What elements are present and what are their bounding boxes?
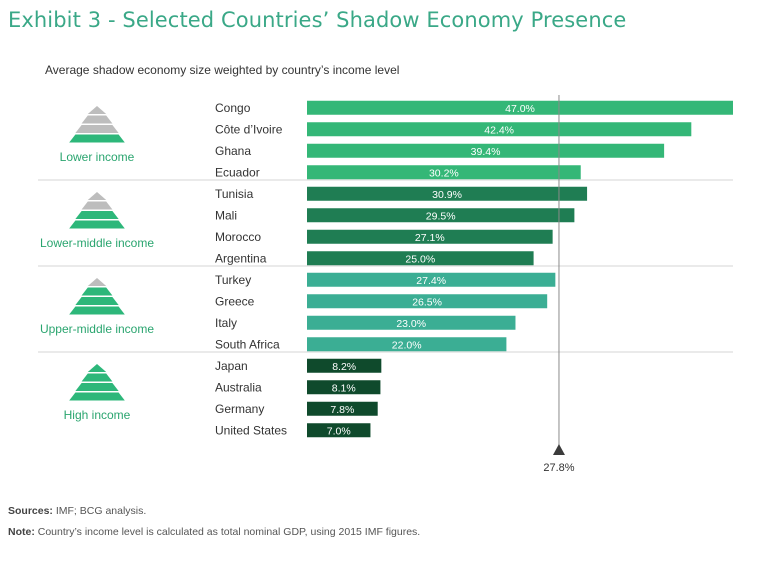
country-label: Mali <box>215 208 237 222</box>
income-group-label: High income <box>64 408 131 422</box>
country-label: Turkey <box>215 273 251 287</box>
pyramid-tier-icon <box>75 211 119 219</box>
country-label: Italy <box>215 316 237 330</box>
bar-value-label: 30.2% <box>429 167 459 179</box>
country-label: Germany <box>215 402 264 416</box>
pyramid-tier-icon <box>69 392 125 401</box>
bar <box>307 380 381 395</box>
country-label: United States <box>215 423 287 437</box>
bar <box>307 423 371 438</box>
pyramid-tier-icon <box>69 134 125 143</box>
pyramid-tier-icon <box>87 278 107 286</box>
bar-value-label: 25.0% <box>405 253 435 265</box>
bar <box>307 186 588 201</box>
sources-label: Sources: <box>8 505 53 517</box>
bar <box>307 358 382 373</box>
country-label: Congo <box>215 101 251 115</box>
bar <box>307 337 507 352</box>
pyramid-tier-icon <box>75 297 119 305</box>
bar-value-label: 27.4% <box>416 275 446 287</box>
pyramid-tier-icon <box>69 306 125 315</box>
sources-text: IMF; BCG analysis. <box>52 505 147 517</box>
bar-value-label: 8.1% <box>332 382 356 394</box>
pyramid-tier-icon <box>87 106 107 114</box>
country-label: Ecuador <box>215 165 260 179</box>
note-text: Country’s income level is calculated as … <box>34 526 421 538</box>
pyramid-tier-icon <box>87 364 107 372</box>
chart-title: Exhibit 3 - Selected Countries’ Shadow E… <box>8 8 627 32</box>
pyramid-tier-icon <box>75 383 119 391</box>
country-label: Australia <box>215 380 262 394</box>
bar-value-label: 39.4% <box>471 146 501 158</box>
sources-line: Sources: IMF; BCG analysis. <box>8 505 146 517</box>
country-label: Tunisia <box>215 187 254 201</box>
bar-value-label: 26.5% <box>412 296 442 308</box>
country-label: Argentina <box>215 251 267 265</box>
note-label: Note: <box>8 526 35 538</box>
country-label: Côte d’Ivoire <box>215 122 283 136</box>
bar <box>307 208 575 223</box>
bar <box>307 294 548 309</box>
bar-value-label: 30.9% <box>432 189 462 201</box>
bar <box>307 100 733 115</box>
bar-value-label: 42.4% <box>484 124 514 136</box>
bar <box>307 251 534 266</box>
bar-value-label: 8.2% <box>332 361 356 373</box>
bar <box>307 143 665 158</box>
bar <box>307 229 553 244</box>
bar-value-label: 22.0% <box>392 339 422 351</box>
pyramid-tier-icon <box>75 125 119 133</box>
bar-value-label: 7.8% <box>330 404 354 416</box>
note-line: Note: Country’s income level is calculat… <box>8 526 420 538</box>
chart-subtitle: Average shadow economy size weighted by … <box>45 63 400 77</box>
bar-value-label: 29.5% <box>426 210 456 222</box>
bar-value-label: 27.1% <box>415 232 445 244</box>
pyramid-tier-icon <box>81 373 113 382</box>
income-group-label: Lower income <box>60 150 135 164</box>
bar <box>307 122 692 137</box>
pyramid-tier-icon <box>81 201 113 210</box>
income-group-label: Lower-middle income <box>40 236 154 250</box>
pyramid-tier-icon <box>69 220 125 229</box>
average-reference-label: 27.8% <box>543 462 574 474</box>
bar-value-label: 47.0% <box>505 103 535 115</box>
income-group-label: Upper-middle income <box>40 322 154 336</box>
pyramid-tier-icon <box>81 287 113 296</box>
bar-value-label: 23.0% <box>396 318 426 330</box>
bar <box>307 272 556 287</box>
country-label: Morocco <box>215 230 261 244</box>
bar-value-label: 7.0% <box>327 425 351 437</box>
average-marker-icon <box>552 444 565 455</box>
country-label: Japan <box>215 359 248 373</box>
country-label: South Africa <box>215 337 280 351</box>
bar <box>307 315 516 330</box>
pyramid-tier-icon <box>87 192 107 200</box>
country-label: Ghana <box>215 144 251 158</box>
bar <box>307 401 378 416</box>
country-label: Greece <box>215 294 255 308</box>
pyramid-tier-icon <box>81 115 113 124</box>
bar <box>307 165 581 180</box>
